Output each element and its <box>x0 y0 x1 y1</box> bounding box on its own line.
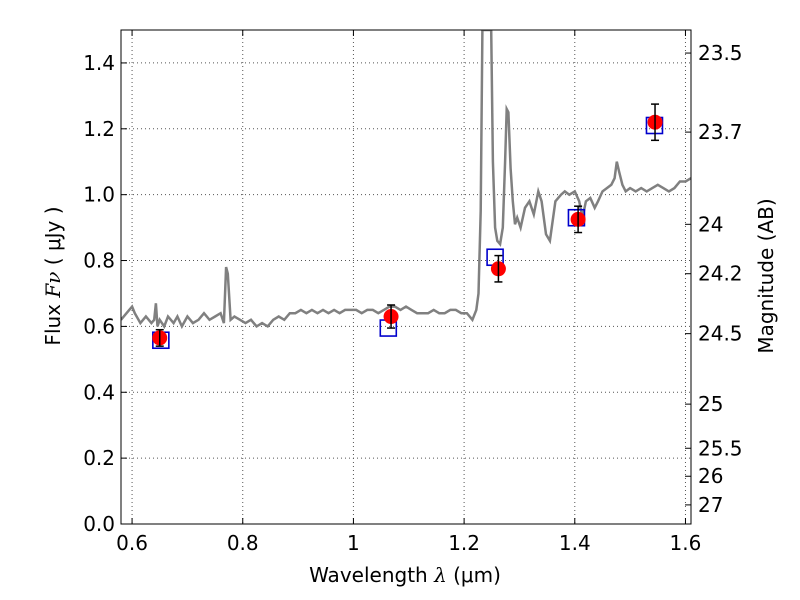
y-tick-label-3: 0.6 <box>83 314 115 338</box>
x-tick-label-2: 1 <box>347 531 360 555</box>
y2-tick-label-6: 25.5 <box>698 436 743 460</box>
y-axis-label-prefix: Flux <box>41 298 65 346</box>
y-tick-label-0: 0.0 <box>83 512 115 536</box>
y2-tick-label-0: 23.5 <box>698 41 743 65</box>
x-axis-label: Wavelength λ (μm) <box>309 563 501 587</box>
y-tick-labels: 0.0 0.2 0.4 0.6 0.8 1.0 1.2 1.4 <box>83 51 115 536</box>
y-tick-label-2: 0.4 <box>83 380 115 404</box>
y2-tick-label-1: 23.7 <box>698 120 743 144</box>
y2-tick-label-4: 24.5 <box>698 322 743 346</box>
y2-tick-label-2: 24 <box>698 212 723 236</box>
x-tick-labels: 0.6 0.8 1 1.2 1.4 1.6 <box>116 531 701 555</box>
x-axis-label-prefix: Wavelength <box>309 563 434 587</box>
y2-tick-label-5: 25 <box>698 392 723 416</box>
x-tick-label-0: 0.6 <box>116 531 148 555</box>
y-tick-label-6: 1.2 <box>83 117 115 141</box>
x-axis-label-symbol: λ <box>433 563 447 587</box>
y-tick-label-1: 0.2 <box>83 446 115 470</box>
y-axis-label-units: ( μJy ) <box>41 206 65 271</box>
x-tick-label-3: 1.2 <box>448 531 480 555</box>
x-axis-label-units: (μm) <box>447 563 501 587</box>
axis-ticks <box>121 30 691 525</box>
y-axis-label: Flux Fν ( μJy ) <box>41 206 65 345</box>
y-tick-label-7: 1.4 <box>83 51 115 75</box>
y2-tick-label-8: 27 <box>698 493 723 517</box>
observed-photometry <box>152 103 663 347</box>
y2-tick-label-3: 24.2 <box>698 262 743 286</box>
template-spectrum <box>121 30 691 330</box>
x-tick-label-1: 0.8 <box>227 531 259 555</box>
y2-tick-labels: 23.5 23.7 24 24.2 24.5 25 25.5 26 27 <box>698 41 743 517</box>
x-tick-label-4: 1.4 <box>559 531 591 555</box>
grid-lines <box>121 30 691 525</box>
y-tick-label-4: 0.8 <box>83 249 115 273</box>
y-tick-label-5: 1.0 <box>83 183 115 207</box>
y-axis-label-symbol: Fν <box>41 272 65 299</box>
plot-frame <box>120 29 692 525</box>
template-spectrum-line <box>121 30 691 330</box>
x-tick-label-5: 1.6 <box>670 531 702 555</box>
y2-axis-label: Magnitude (AB) <box>754 198 778 353</box>
y2-tick-label-7: 26 <box>698 464 723 488</box>
